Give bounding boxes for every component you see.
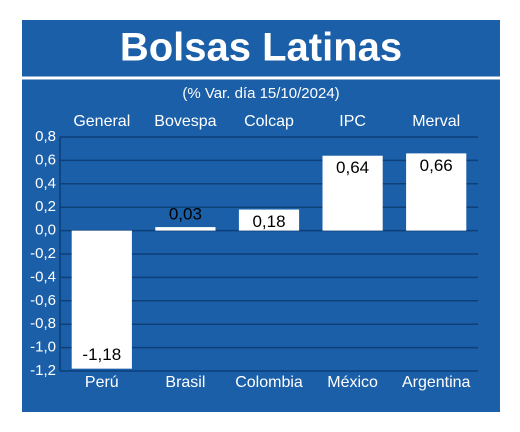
x-tick-label: Colombia [235,374,303,391]
index-label: Merval [412,113,460,130]
index-label: General [73,113,130,130]
bar [322,155,383,231]
y-tick-label: -0,8 [30,315,56,332]
y-tick-label: -0,4 [30,268,56,285]
bar [155,227,216,231]
bar [71,230,132,369]
y-tick-label: 0,4 [35,175,56,192]
x-tick-label: México [327,374,378,391]
value-label: 0,66 [420,156,453,175]
y-tick-label: 0,6 [35,151,56,168]
bar [406,153,467,231]
y-tick-label: -1,0 [30,339,56,356]
y-tick-label: 0,2 [35,198,56,215]
bar [238,209,300,231]
x-tick-label: Brasil [165,374,205,391]
y-tick-label: 0,0 [35,222,56,239]
chart-subtitle: (% Var. día 15/10/2024) [182,85,339,102]
value-label: -1,18 [82,345,121,364]
y-tick-label: -1,2 [30,362,56,379]
index-label: Colcap [244,113,294,130]
value-label: 0,18 [252,212,285,231]
y-tick-label: 0,8 [35,128,56,145]
x-tick-label: Perú [85,374,119,391]
value-label: 0,64 [336,158,369,177]
x-tick-label: Argentina [402,374,471,391]
chart-title: Bolsas Latinas [120,26,402,70]
index-label: Bovespa [154,113,216,130]
y-tick-label: -0,6 [30,292,56,309]
value-label: 0,03 [169,205,202,224]
y-tick-label: -0,2 [30,245,56,262]
index-label: IPC [339,113,366,130]
